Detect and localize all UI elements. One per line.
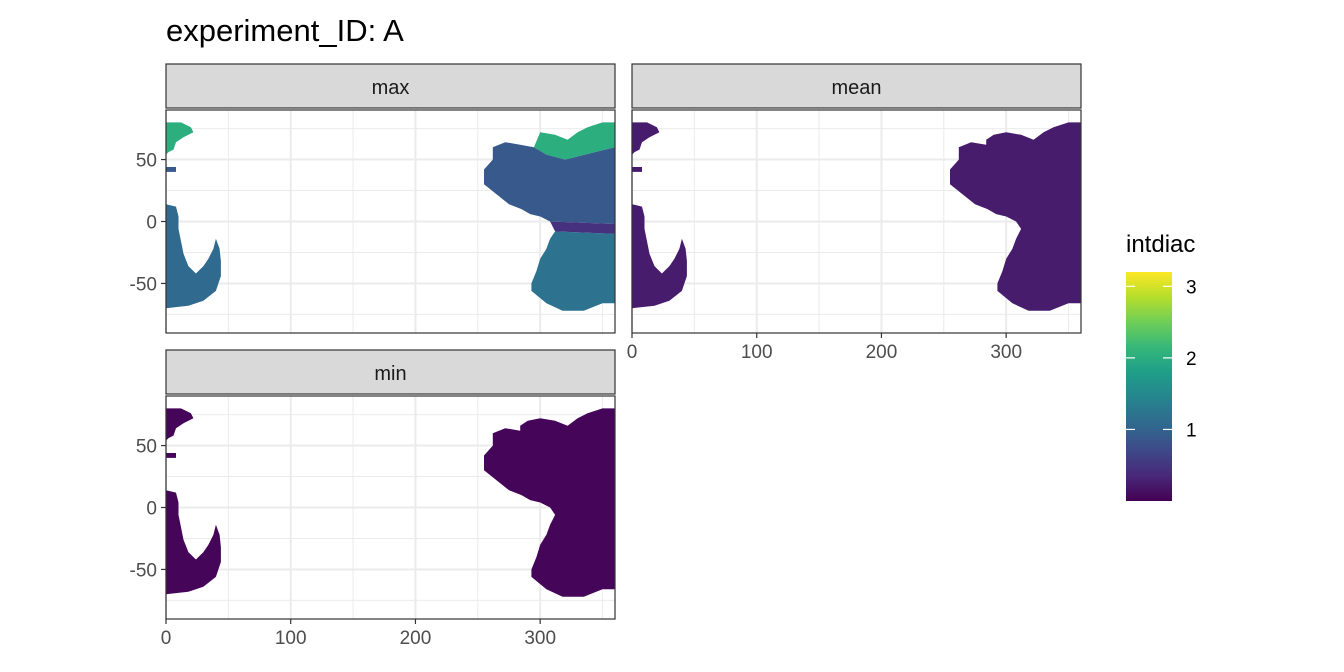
legend-title: intdiac	[1126, 231, 1195, 258]
heatmap-region-east-atlantic-band	[550, 221, 615, 234]
x-tick-label: 300	[524, 628, 556, 649]
heatmap-region-med-blob	[166, 453, 176, 458]
colorbar-tick-label: 1	[1186, 420, 1197, 441]
facet-strip	[165, 349, 616, 395]
x-tick-label: 0	[627, 342, 638, 363]
colorbar-tick-label: 2	[1186, 349, 1197, 370]
facet-panel-mean: mean 0 100 200 300	[627, 63, 1082, 363]
heatmap-region-north-atlantic	[484, 142, 615, 224]
facet-strip-label: mean	[831, 77, 881, 99]
heatmap-cells	[632, 122, 1081, 311]
y-tick-label: 50	[136, 151, 157, 172]
heatmap-region-west-north	[166, 122, 194, 155]
heatmap-region-west-ocean-south	[166, 490, 221, 595]
chart-title: experiment_ID: A	[166, 13, 404, 48]
facet-strip	[631, 63, 1082, 109]
y-tick-label: -50	[130, 274, 157, 295]
colorbar-legend: intdiac 1 2 3	[1126, 231, 1197, 501]
facet-strip-label: min	[374, 363, 406, 385]
x-tick-label: 0	[161, 628, 172, 649]
facet-panels: max 50 0 -50 mean 0 100 200 300 min 50 0 -50 0 100 200 3…	[130, 63, 1082, 649]
heatmap-region-south-atlantic	[531, 231, 615, 311]
heatmap-cells	[166, 408, 615, 597]
x-tick-label: 100	[275, 628, 307, 649]
heatmap-region-west-ocean-south	[632, 204, 687, 309]
x-tick-label: 200	[866, 342, 898, 363]
facet-panel-max: max 50 0 -50	[130, 63, 616, 334]
heatmap-region-west-ocean	[632, 122, 660, 155]
y-tick-label: 50	[136, 437, 157, 458]
facet-strip	[165, 63, 616, 109]
colorbar	[1126, 272, 1172, 501]
panel-border	[631, 109, 1082, 334]
facet-strip-label: max	[372, 77, 410, 99]
heatmap-region-east-ocean	[950, 122, 1081, 311]
colorbar-ticks: 1 2 3	[1126, 277, 1197, 441]
y-tick-label: 0	[146, 499, 157, 520]
heatmap-region-indian-ocean-west	[166, 204, 221, 309]
heatmap-region-west-ocean	[166, 408, 194, 441]
heatmap-cells	[166, 122, 615, 311]
x-tick-label: 300	[990, 342, 1022, 363]
heatmap-region-med-blob	[632, 167, 642, 172]
heatmap-region-labrador-greenland-arctic	[533, 122, 615, 160]
x-tick-label: 200	[400, 628, 432, 649]
y-tick-label: 0	[146, 213, 157, 234]
y-tick-label: -50	[130, 560, 157, 581]
x-tick-label: 100	[741, 342, 773, 363]
facet-panel-min: min 50 0 -50 0 100 200 300	[130, 349, 616, 649]
colorbar-tick-label: 3	[1186, 277, 1197, 298]
heatmap-region-west-mid	[166, 167, 176, 172]
heatmap-region-east-ocean	[484, 408, 615, 597]
